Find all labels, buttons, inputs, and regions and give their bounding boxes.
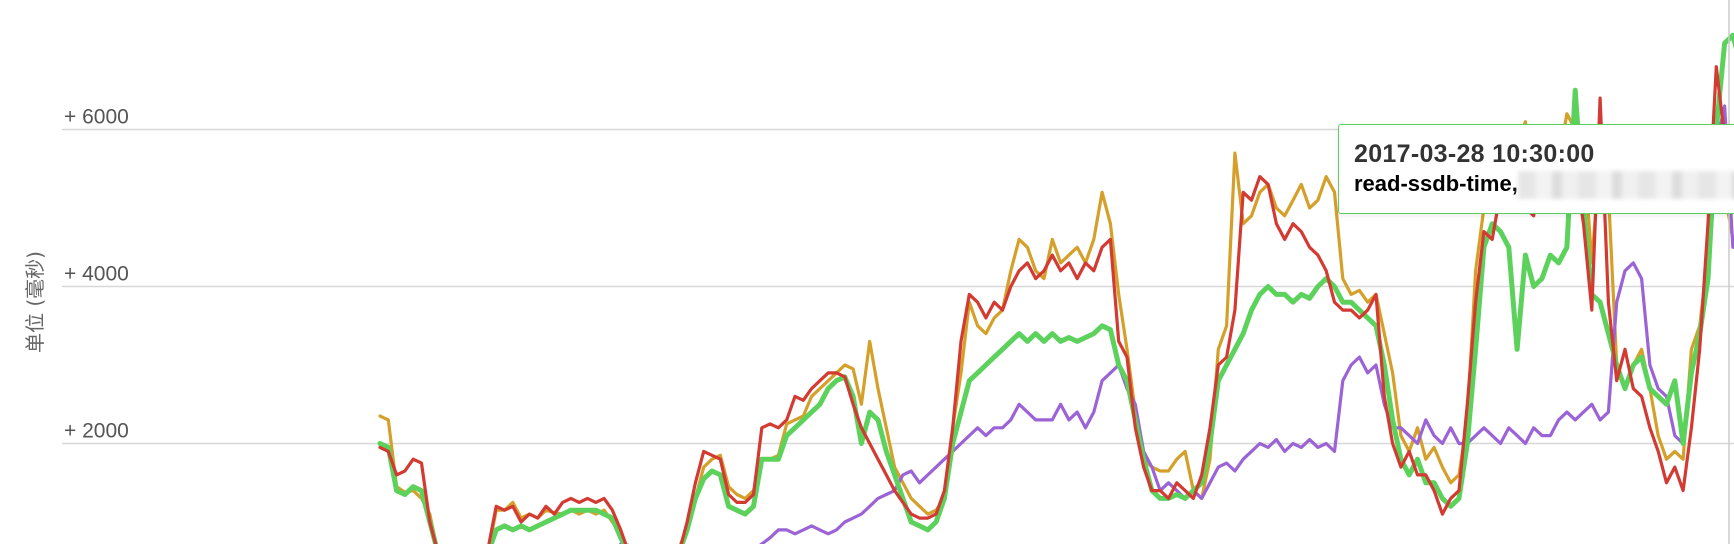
series-line-1 — [619, 104, 1734, 544]
y-tick-label: + 6000 — [64, 106, 129, 129]
tooltip-date: 2017-03-28 10:30:00 — [1354, 140, 1595, 168]
y-axis-ticks: + 2000 + 4000 + 6000 — [64, 106, 129, 443]
y-tick-label: + 2000 — [64, 420, 129, 443]
y-axis-title: 单位 (毫秒) — [23, 251, 47, 353]
y-tick-label: + 4000 — [64, 263, 129, 286]
series-lines — [377, 32, 1734, 544]
tooltip: 2017-03-28 10:30:00 read-ssdb-time, — [1338, 124, 1734, 214]
tooltip-series-row: read-ssdb-time, — [1354, 169, 1734, 200]
tooltip-series-label: read-ssdb-time, — [1354, 171, 1518, 196]
series-line-2 — [377, 32, 1734, 544]
redacted-value — [1517, 171, 1734, 200]
